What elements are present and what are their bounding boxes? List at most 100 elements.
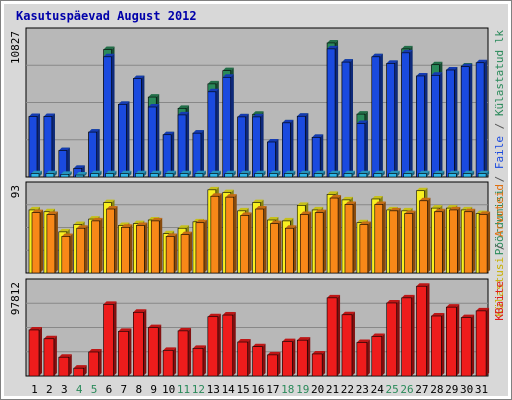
bar-middle-s1-d17-side xyxy=(278,220,282,273)
bar-bottom-s0-d18-side xyxy=(292,338,296,376)
bar-top-s1-d29 xyxy=(445,67,458,178)
bar-middle-s1-d24-side xyxy=(382,201,386,273)
bar-bottom-s0-d2-side xyxy=(53,335,57,376)
bar-bottom-s0-d27-top xyxy=(416,283,430,287)
bar-bottom-s0-d18 xyxy=(282,338,296,377)
bar-top-s1-d22 xyxy=(341,59,353,178)
bar-middle-s1-d12-top xyxy=(195,219,207,223)
bar-bottom-s0-d1-side xyxy=(39,326,42,376)
bar-middle-s1-d22-side xyxy=(352,201,356,273)
bar-bottom-s0-d13-side xyxy=(217,313,221,376)
bar-top-s2-d8-top xyxy=(135,170,147,174)
bar-bottom-s0-d27-face xyxy=(416,285,427,377)
bar-top-s1-d23-face xyxy=(356,123,366,178)
bar-middle-s1-d24-face xyxy=(374,204,384,274)
bar-bottom-s0-d24-side xyxy=(381,333,385,376)
x-tick-label-21: 21 xyxy=(326,383,339,396)
bar-top-s1-d1 xyxy=(28,113,40,178)
bar-top-s2-d19-face xyxy=(298,173,308,178)
bar-middle-s1-d23 xyxy=(359,221,371,274)
bar-top-s2-d9-face xyxy=(149,173,159,178)
bar-top-s1-d8 xyxy=(133,75,145,178)
bar-bottom-s0-d14-face xyxy=(222,314,234,377)
bar-top-s1-d12-top xyxy=(192,130,204,134)
bar-middle-s0-d11-top xyxy=(178,225,190,229)
bar-middle-s1-d31 xyxy=(478,211,491,274)
bar-bottom-s0-d29-side xyxy=(456,304,460,376)
bar-top-s0-d13-top xyxy=(207,80,219,84)
bar-bottom-s0-d27 xyxy=(416,283,430,377)
bar-top-s2-d6-face xyxy=(105,173,114,178)
bar-top-s0-d9-top xyxy=(148,94,160,98)
bar-bottom-s0-d16 xyxy=(252,343,266,377)
bar-middle-s1-d13-side xyxy=(218,193,222,273)
bar-middle-s1-d1-top xyxy=(32,209,43,213)
bar-top-s1-d27 xyxy=(416,72,428,178)
bar-bottom-s0-d22-face xyxy=(341,314,353,377)
bar-top-s1-d7-top xyxy=(118,101,130,105)
bar-middle-s0-d4-top xyxy=(73,221,85,225)
bar-top-s2-d1-face xyxy=(30,173,40,178)
bar-top-s1-d16-side xyxy=(260,113,264,177)
bar-middle-s0-d16-top xyxy=(252,199,264,203)
bar-top-s2-d2-top xyxy=(45,170,57,174)
bar-top-s1-d3-side xyxy=(66,147,70,177)
bar-middle-s0-d10-top xyxy=(163,230,175,234)
bar-bottom-s0-d7 xyxy=(118,328,132,377)
bar-bottom-s0-d9-top xyxy=(148,324,162,328)
bar-middle-s0-d2-top xyxy=(43,208,55,212)
bar-middle-s1-d31-top xyxy=(479,211,491,215)
bar-top-s1-d16-face xyxy=(252,116,261,178)
bar-top-s2-d20-side xyxy=(322,170,326,177)
bar-top-s2-d10-face xyxy=(164,173,174,178)
bar-middle-s1-d1-face xyxy=(31,212,41,274)
bar-top-s1-d27-face xyxy=(416,75,425,178)
bar-middle-s1-d15-top xyxy=(240,212,252,216)
x-tick-label-29: 29 xyxy=(445,383,458,396)
bar-middle-s1-d26-face xyxy=(404,213,413,274)
bar-top-s2-d15 xyxy=(239,170,251,178)
bar-middle-s1-d21 xyxy=(329,195,342,274)
bar-top-s2-d23-top xyxy=(358,170,370,174)
bar-top-s2-d5-top xyxy=(90,170,102,174)
bar-bottom-s0-d12-side xyxy=(202,345,206,376)
bar-top-s1-d17-side xyxy=(275,138,279,177)
bar-top-s1-d12-side xyxy=(200,130,204,177)
bar-bottom-s0-d26-side xyxy=(411,294,415,376)
bar-middle-s0-d19-top xyxy=(297,202,309,206)
bar-top-s1-d30-top xyxy=(461,63,473,67)
bar-top-s2-d14-top xyxy=(224,170,236,174)
bar-top-s2-d21-side xyxy=(337,170,341,177)
bar-bottom-s0-d8-face xyxy=(133,311,144,377)
bar-top-s1-d7-face xyxy=(118,104,127,178)
legend-item-middle-1: / xyxy=(493,237,506,257)
bar-top-s1-d1-face xyxy=(28,116,38,178)
bar-middle-s1-d5-top xyxy=(91,217,103,221)
bar-bottom-s0-d4-side xyxy=(83,365,87,376)
bar-top-s1-d19-side xyxy=(305,113,309,177)
bar-top-s1-d13-face xyxy=(207,91,217,178)
bar-top-s2-d31-top xyxy=(478,170,490,174)
x-tick-label-10: 10 xyxy=(162,383,175,396)
legend-bottom: KBaite xyxy=(493,281,506,321)
bar-top-s2-d14 xyxy=(224,170,236,178)
legend-item-top-3: / xyxy=(493,116,506,136)
bar-top-s1-d21-top xyxy=(327,45,339,49)
bar-top-s1-d25 xyxy=(386,60,398,178)
bar-top-s2-d28-side xyxy=(441,170,445,177)
bar-top-s1-d6-top xyxy=(103,53,115,57)
bar-top-s2-d6 xyxy=(105,170,117,178)
x-tick-label-9: 9 xyxy=(150,383,157,396)
bar-top-s2-d30-face xyxy=(462,173,472,178)
bars-top xyxy=(28,39,490,178)
bar-top-s1-d25-side xyxy=(394,60,398,177)
bar-bottom-s0-d4 xyxy=(73,365,87,377)
bar-top-s2-d27 xyxy=(418,170,430,178)
bar-bottom-s0-d31-top xyxy=(476,307,490,311)
bar-top-s2-d13-side xyxy=(217,170,221,177)
bar-top-s2-d11-top xyxy=(180,170,192,174)
bar-middle-s1-d1 xyxy=(31,209,43,274)
bar-top-s1-d13-side xyxy=(215,88,219,177)
bar-bottom-s0-d10-side xyxy=(173,347,177,376)
